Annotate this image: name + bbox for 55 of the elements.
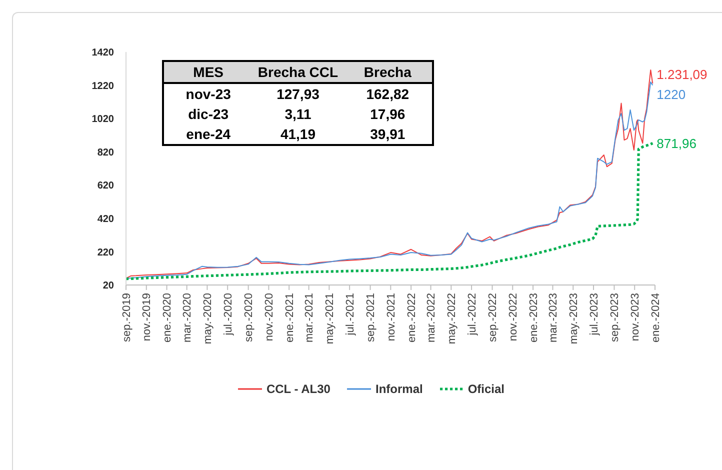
x-tick-label: ene.-2023 bbox=[528, 293, 540, 343]
x-tick-label: sep.-2019 bbox=[120, 293, 133, 342]
legend-label: Oficial bbox=[468, 382, 505, 396]
x-tick-label: jul.-2022 bbox=[466, 293, 478, 336]
y-tick-label: 1020 bbox=[92, 114, 114, 126]
x-tick-label: nov.-2020 bbox=[264, 293, 276, 342]
annotation: 39,91 bbox=[369, 126, 406, 142]
annotation: 3,11 bbox=[284, 106, 312, 122]
x-tick-label: sep.-2021 bbox=[365, 293, 378, 342]
annotation: MES bbox=[192, 64, 224, 80]
y-tick-label: 620 bbox=[97, 180, 114, 192]
y-tick-label: 1420 bbox=[92, 48, 114, 59]
x-tick-label: ene.-2021 bbox=[284, 293, 296, 343]
x-tick-label: nov.-2019 bbox=[141, 293, 154, 342]
x-tick-label: nov.-2021 bbox=[386, 293, 398, 342]
x-tick-label: jul.-2021 bbox=[344, 293, 356, 336]
annotation: nov-23 bbox=[184, 86, 232, 102]
x-tick-label: sep.-2020 bbox=[243, 293, 256, 342]
x-tick-label: may.-2020 bbox=[202, 293, 214, 344]
legend-label: Informal bbox=[375, 382, 423, 396]
x-tick-label: ene.-2024 bbox=[650, 293, 662, 343]
legend-label: CCL - AL30 bbox=[266, 382, 330, 396]
annotation: 17,96 bbox=[369, 106, 406, 122]
x-tick-label: may.-2023 bbox=[568, 293, 580, 344]
data-label: 871,96 bbox=[656, 136, 696, 151]
x-tick-label: mar.-2020 bbox=[182, 293, 194, 343]
table-header: MES Brecha CCL Brecha bbox=[164, 62, 432, 82]
annotation: 127,93 bbox=[276, 86, 320, 102]
annotation: Brecha CCL bbox=[256, 64, 340, 80]
x-tick-label: ene.-2022 bbox=[406, 293, 418, 343]
data-label: 1220 bbox=[656, 86, 686, 102]
x-tick-label: may.-2021 bbox=[324, 293, 336, 344]
y-tick-label: 220 bbox=[97, 247, 114, 258]
x-tick-label: sep.-2023 bbox=[609, 293, 622, 342]
x-tick-label: ene.-2020 bbox=[162, 293, 174, 343]
data-label: 1.231,09 bbox=[656, 66, 708, 82]
y-tick-label: 1220 bbox=[92, 80, 114, 92]
annotation: 41,19 bbox=[279, 126, 317, 142]
x-tick-label: sep.-2022 bbox=[487, 293, 500, 342]
annotation: Brecha bbox=[362, 64, 412, 80]
y-tick-label: 420 bbox=[97, 214, 114, 225]
x-tick-label: mar.-2023 bbox=[548, 293, 560, 343]
annotation: dic-23 bbox=[187, 106, 230, 122]
x-tick-label: mar.-2022 bbox=[426, 293, 438, 343]
line-series bbox=[126, 142, 654, 280]
x-tick-label: jul.-2023 bbox=[588, 293, 600, 336]
annotation: 162,82 bbox=[365, 86, 410, 102]
x-tick-label: nov.-2023 bbox=[629, 293, 642, 342]
annotation: ene-24 bbox=[185, 126, 232, 142]
y-tick-label: 820 bbox=[97, 147, 114, 158]
x-tick-label: mar.-2021 bbox=[304, 293, 316, 343]
x-tick-label: may.-2022 bbox=[446, 293, 458, 344]
x-tick-label: jul.-2020 bbox=[222, 293, 234, 336]
y-tick-label: 20 bbox=[102, 280, 114, 292]
x-tick-label: nov.-2022 bbox=[507, 293, 520, 342]
